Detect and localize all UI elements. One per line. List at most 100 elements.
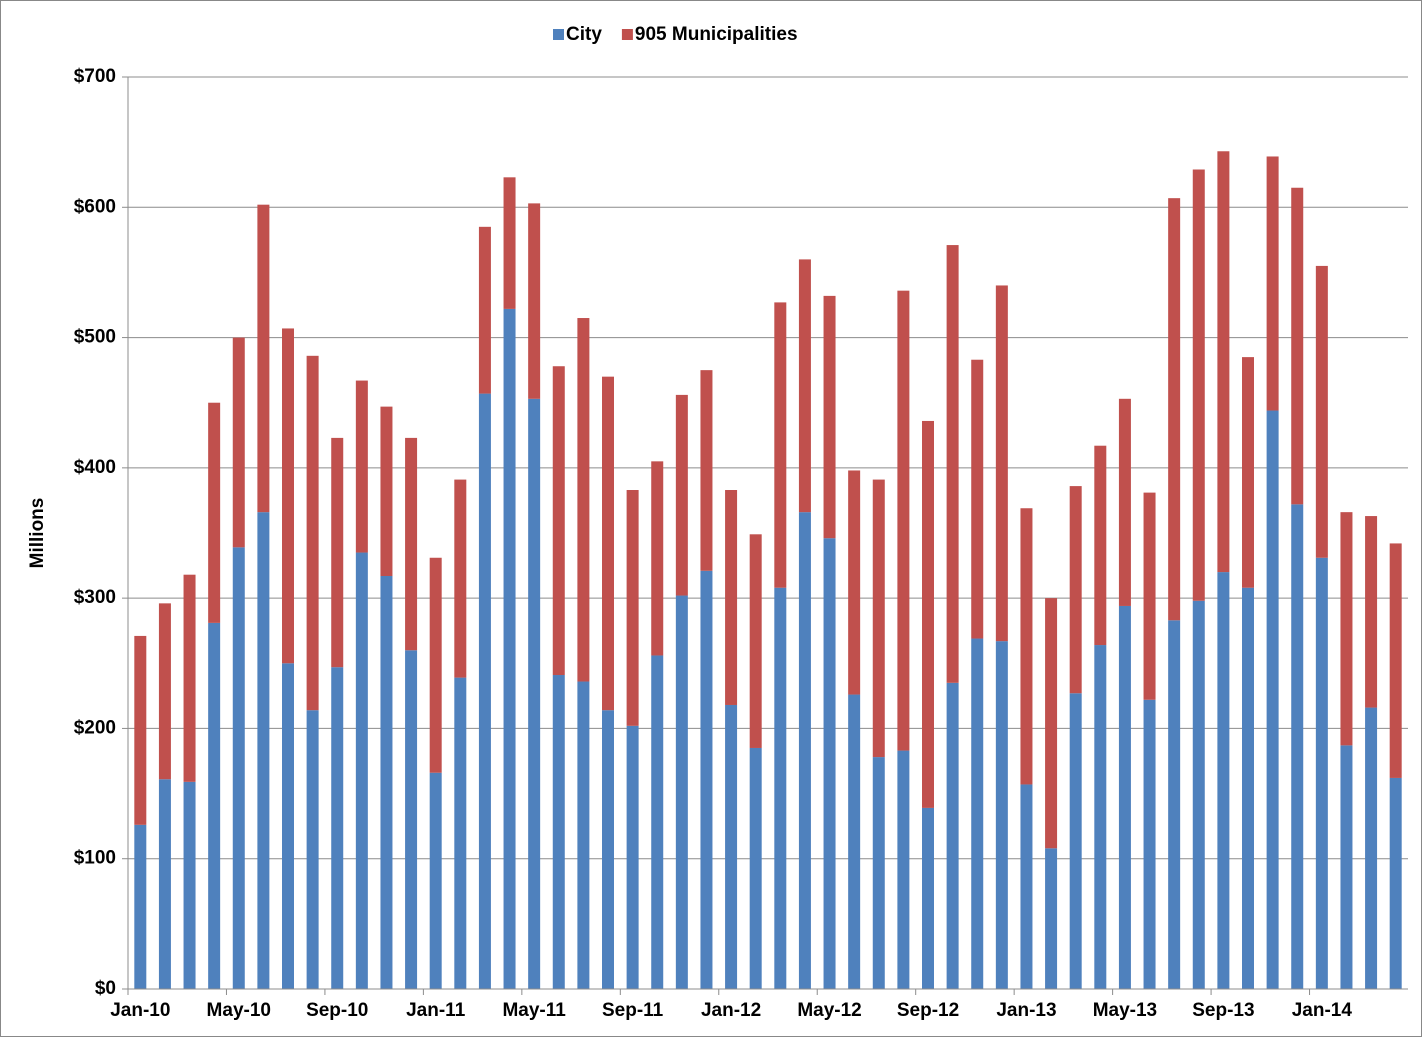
bar-segment — [1118, 605, 1131, 989]
bar-segment — [971, 359, 984, 639]
bar-segment — [552, 675, 565, 989]
bar-segment — [1045, 848, 1058, 989]
bar-segment — [552, 366, 565, 676]
bar-segment — [306, 710, 319, 989]
y-tick-label: $100 — [74, 848, 116, 869]
bar-segment — [1315, 557, 1328, 989]
y-tick-label: $200 — [74, 717, 116, 738]
bar-segment — [208, 402, 221, 623]
bar-segment — [922, 420, 934, 808]
bar-segment — [749, 747, 762, 989]
bar-segment — [134, 824, 147, 989]
bar-segment — [675, 595, 688, 989]
bar-segment — [725, 490, 738, 705]
bar-segment — [257, 512, 270, 989]
x-tick-label: Sep-11 — [602, 1000, 664, 1021]
x-tick-label: May-11 — [502, 1000, 566, 1021]
bar-segment — [848, 470, 861, 695]
bar-segment — [429, 772, 442, 989]
bar-segment — [798, 259, 811, 513]
legend-label: 905 Municipalities — [635, 24, 798, 45]
bar-segment — [946, 682, 959, 989]
bar-segment — [602, 710, 614, 989]
bar-segment — [1192, 169, 1205, 601]
bar-segment — [848, 694, 861, 989]
bar-segment — [454, 479, 467, 678]
bar-segment — [626, 725, 639, 989]
legend-label: City — [566, 24, 602, 45]
bar-segment — [1291, 187, 1304, 505]
x-tick-label: Jan-10 — [110, 1000, 170, 1021]
bar-segment — [380, 575, 393, 989]
bar-segment — [232, 547, 245, 989]
bar-segment — [823, 295, 836, 539]
legend-swatch — [553, 29, 564, 40]
bar-segment — [503, 308, 516, 989]
y-tick-label: $500 — [74, 327, 116, 348]
x-tick-label: May-10 — [207, 1000, 271, 1021]
bar-segment — [995, 641, 1008, 989]
bar-segment — [897, 290, 910, 751]
bar-segment — [700, 570, 713, 989]
bar-segment — [1094, 445, 1107, 646]
bar-segment — [208, 622, 221, 989]
bar-segment — [946, 245, 959, 683]
bar-segment — [1217, 572, 1230, 989]
y-tick-label: $0 — [95, 978, 116, 999]
bar-segment — [1118, 398, 1131, 606]
bar-segment — [1389, 543, 1402, 778]
bar-segment — [355, 380, 368, 553]
x-tick-label: Sep-10 — [306, 1000, 368, 1021]
bar-segment — [355, 552, 368, 989]
x-tick-label: Sep-13 — [1192, 1000, 1254, 1021]
bar-segment — [331, 437, 344, 668]
bar-segment — [651, 461, 664, 656]
bar-segment — [922, 807, 934, 989]
bar-segment — [774, 302, 787, 588]
bar-segment — [478, 393, 491, 989]
bar-segment — [454, 677, 467, 989]
bar-segment — [995, 285, 1008, 642]
bar-segment — [897, 750, 910, 989]
bar-segment — [1020, 508, 1033, 785]
bar-segment — [872, 479, 885, 758]
bar-segment — [1242, 587, 1254, 989]
bar-segment — [872, 757, 885, 989]
bar-segment — [725, 704, 738, 989]
bar-segment — [1365, 707, 1378, 989]
bar-segment — [183, 781, 196, 989]
bar-segment — [232, 337, 245, 548]
bar-segment — [675, 394, 688, 596]
y-axis-label: Millions — [27, 498, 48, 569]
legend-swatch — [621, 29, 633, 40]
bar-segment — [1389, 777, 1402, 989]
bar-segment — [1192, 600, 1205, 989]
bar-segment — [405, 437, 418, 651]
bar-segment — [1266, 410, 1279, 989]
bar-segment — [1069, 486, 1082, 694]
bar-segment — [577, 318, 590, 682]
x-tick-label: Jan-12 — [701, 1000, 761, 1021]
bar-segment — [158, 603, 171, 780]
x-tick-label: May-12 — [797, 1000, 861, 1021]
x-tick-label: May-13 — [1093, 1000, 1157, 1021]
y-tick-label: $300 — [74, 587, 116, 608]
bar-segment — [380, 406, 393, 576]
bar-segment — [1045, 598, 1058, 849]
y-tick-label: $400 — [74, 457, 116, 478]
bar-segment — [134, 635, 147, 825]
bar-segment — [183, 574, 196, 782]
y-tick-label: $700 — [74, 66, 116, 87]
x-tick-label: Sep-12 — [897, 1000, 959, 1021]
bar-segment — [1291, 504, 1304, 989]
bar-segment — [1168, 620, 1181, 989]
bar-segment — [577, 681, 590, 989]
bar-segment — [1094, 645, 1107, 989]
bar-segment — [1266, 156, 1279, 411]
bar-segment — [282, 663, 294, 989]
y-tick-label: $600 — [74, 196, 116, 217]
bar-segment — [1340, 512, 1353, 746]
bar-segment — [700, 370, 713, 571]
bar-segment — [405, 650, 418, 989]
